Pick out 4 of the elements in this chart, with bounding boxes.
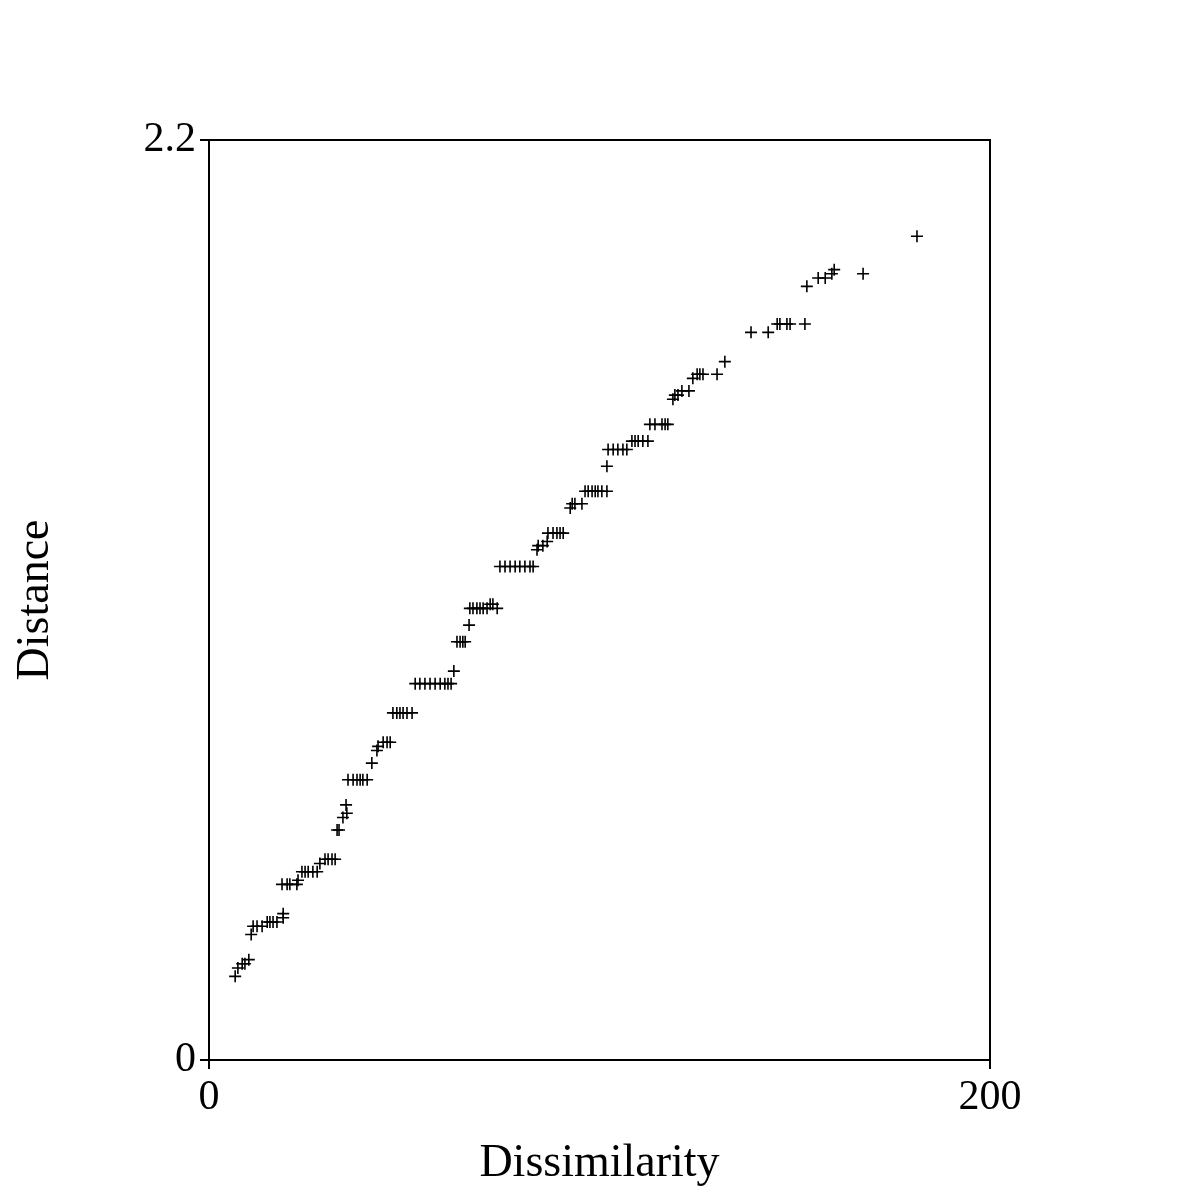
- x-axis-title: Dissimilarity: [479, 1135, 720, 1187]
- x-tick-label: 200: [958, 1072, 1022, 1119]
- y-axis-title: Distance: [6, 519, 58, 681]
- y-tick-label: 2.2: [143, 114, 196, 161]
